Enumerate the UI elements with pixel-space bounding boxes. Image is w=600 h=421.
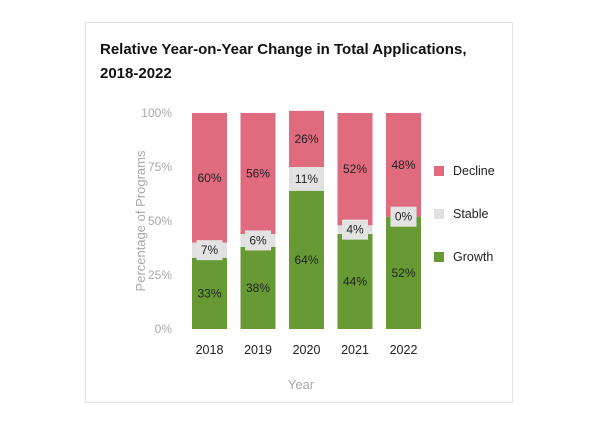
data-label-decline-2021: 52% xyxy=(343,162,367,176)
chart-title-line-2: 2018-2022 xyxy=(100,65,172,82)
y-axis-title: Percentage of Programs xyxy=(133,150,148,291)
bar-decline-2020 xyxy=(289,110,324,167)
data-label-box-stable-2021 xyxy=(342,219,368,240)
data-label-decline-2022: 48% xyxy=(391,158,415,172)
chart-title-line-1: Relative Year-on-Year Change in Total Ap… xyxy=(100,41,467,58)
y-tick-label: 50% xyxy=(148,214,172,228)
y-tick-label: 25% xyxy=(148,268,172,282)
bar-decline-2022 xyxy=(386,113,421,217)
bar-decline-2021 xyxy=(337,113,373,226)
bar-growth-2020 xyxy=(289,190,324,329)
y-tick-label: 0% xyxy=(155,322,173,336)
bar-decline-2019 xyxy=(240,113,276,234)
data-label-growth-2019: 38% xyxy=(246,281,270,295)
data-label-decline-2020: 26% xyxy=(294,132,318,146)
data-label-box-stable-2018 xyxy=(196,240,223,261)
bar-growth-2019 xyxy=(240,246,276,329)
data-label-stable-2019: 6% xyxy=(249,233,267,247)
x-tick-label-2020: 2020 xyxy=(293,343,321,357)
y-tick-label: 75% xyxy=(148,160,172,174)
x-tick-label-2019: 2019 xyxy=(244,343,272,357)
y-tick-label: 100% xyxy=(141,106,172,120)
legend-label-stable: Stable xyxy=(453,207,488,221)
legend-swatch-decline xyxy=(434,166,444,176)
legend-swatch-stable xyxy=(434,209,444,219)
bar-growth-2022 xyxy=(386,216,421,329)
chart-title: Relative Year-on-Year Change in Total Ap… xyxy=(100,38,500,86)
bar-growth-2021 xyxy=(337,233,373,329)
data-label-decline-2018: 60% xyxy=(197,171,221,185)
data-label-decline-2019: 56% xyxy=(246,166,270,180)
legend-swatch-growth xyxy=(434,252,444,262)
data-label-growth-2020: 64% xyxy=(294,253,318,267)
x-axis-title: Year xyxy=(288,377,315,392)
data-label-stable-2018: 7% xyxy=(201,243,219,257)
data-label-stable-2021: 4% xyxy=(346,223,364,237)
data-label-box-stable-2020 xyxy=(293,168,320,189)
data-label-box-stable-2022 xyxy=(390,206,417,227)
data-label-box-stable-2019 xyxy=(245,230,271,251)
data-label-stable-2022: 0% xyxy=(395,210,413,224)
data-label-stable-2020: 11% xyxy=(295,172,318,186)
data-label-growth-2021: 44% xyxy=(343,274,367,288)
data-label-growth-2018: 33% xyxy=(197,286,221,300)
legend-label-decline: Decline xyxy=(453,164,495,178)
bar-decline-2018 xyxy=(192,113,227,243)
x-tick-label-2021: 2021 xyxy=(341,343,369,357)
x-tick-label-2018: 2018 xyxy=(196,343,224,357)
bar-growth-2018 xyxy=(192,257,227,329)
x-tick-label-2022: 2022 xyxy=(390,343,418,357)
data-label-growth-2022: 52% xyxy=(391,266,415,280)
legend-label-growth: Growth xyxy=(453,250,493,264)
